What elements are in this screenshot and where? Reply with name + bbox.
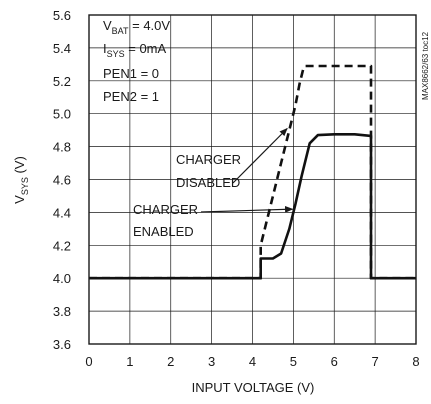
annotation-enabled-arrow	[200, 205, 294, 213]
y-tick-label: 4.6	[53, 173, 71, 188]
condition-line-3: PEN1 = 0	[103, 66, 159, 81]
x-tick-label: 0	[85, 354, 92, 369]
annotation-disabled-arrow	[232, 127, 288, 184]
x-tick-label: 7	[372, 354, 379, 369]
condition-line-4: PEN2 = 1	[103, 89, 159, 104]
annotation-charger-enabled: CHARGER ENABLED	[133, 202, 294, 239]
annotation-charger-disabled: CHARGER DISABLED	[176, 127, 288, 190]
x-tick-label: 2	[167, 354, 174, 369]
x-tick-label: 8	[412, 354, 419, 369]
x-axis-title: INPUT VOLTAGE (V)	[192, 380, 315, 395]
y-axis-title: VSYS (V)	[12, 156, 30, 204]
x-tick-label: 1	[126, 354, 133, 369]
y-tick-label: 4.4	[53, 205, 71, 220]
x-tick-label: 6	[331, 354, 338, 369]
y-tick-label: 4.0	[53, 271, 71, 286]
x-tick-label: 3	[208, 354, 215, 369]
annotation-disabled-line1: CHARGER	[176, 152, 241, 167]
condition-line-2: ISYS = 0mA	[103, 41, 167, 59]
annotation-disabled-line2: DISABLED	[176, 175, 240, 190]
x-tick-label: 4	[249, 354, 256, 369]
y-tick-label: 4.2	[53, 238, 71, 253]
y-tick-label: 5.0	[53, 107, 71, 122]
series-line-enabled	[89, 133, 416, 280]
condition-line-1: VBAT = 4.0V	[103, 18, 170, 36]
grid	[89, 15, 416, 344]
y-tick-label: 3.8	[53, 304, 71, 319]
conditions-text: VBAT = 4.0V ISYS = 0mA PEN1 = 0 PEN2 = 1	[103, 18, 170, 104]
plot-frame	[88, 14, 417, 345]
x-tick-labels: 0 1 2 3 4 5 6 7 8	[85, 354, 419, 369]
figure-code: MAX8662/63 toc12	[421, 31, 430, 100]
y-tick-label: 5.4	[53, 41, 71, 56]
y-tick-label: 5.6	[53, 8, 71, 23]
x-tick-label: 5	[290, 354, 297, 369]
y-tick-label: 4.8	[53, 140, 71, 155]
series-line-disabled	[89, 64, 416, 280]
series-group	[89, 64, 416, 280]
y-tick-label: 3.6	[53, 337, 71, 352]
annotation-enabled-line2: ENABLED	[133, 224, 194, 239]
y-tick-labels: 3.6 3.8 4.0 4.2 4.4 4.6 4.8 5.0 5.2 5.4 5.6	[53, 8, 71, 352]
annotation-enabled-line1: CHARGER	[133, 202, 198, 217]
y-tick-label: 5.2	[53, 74, 71, 89]
